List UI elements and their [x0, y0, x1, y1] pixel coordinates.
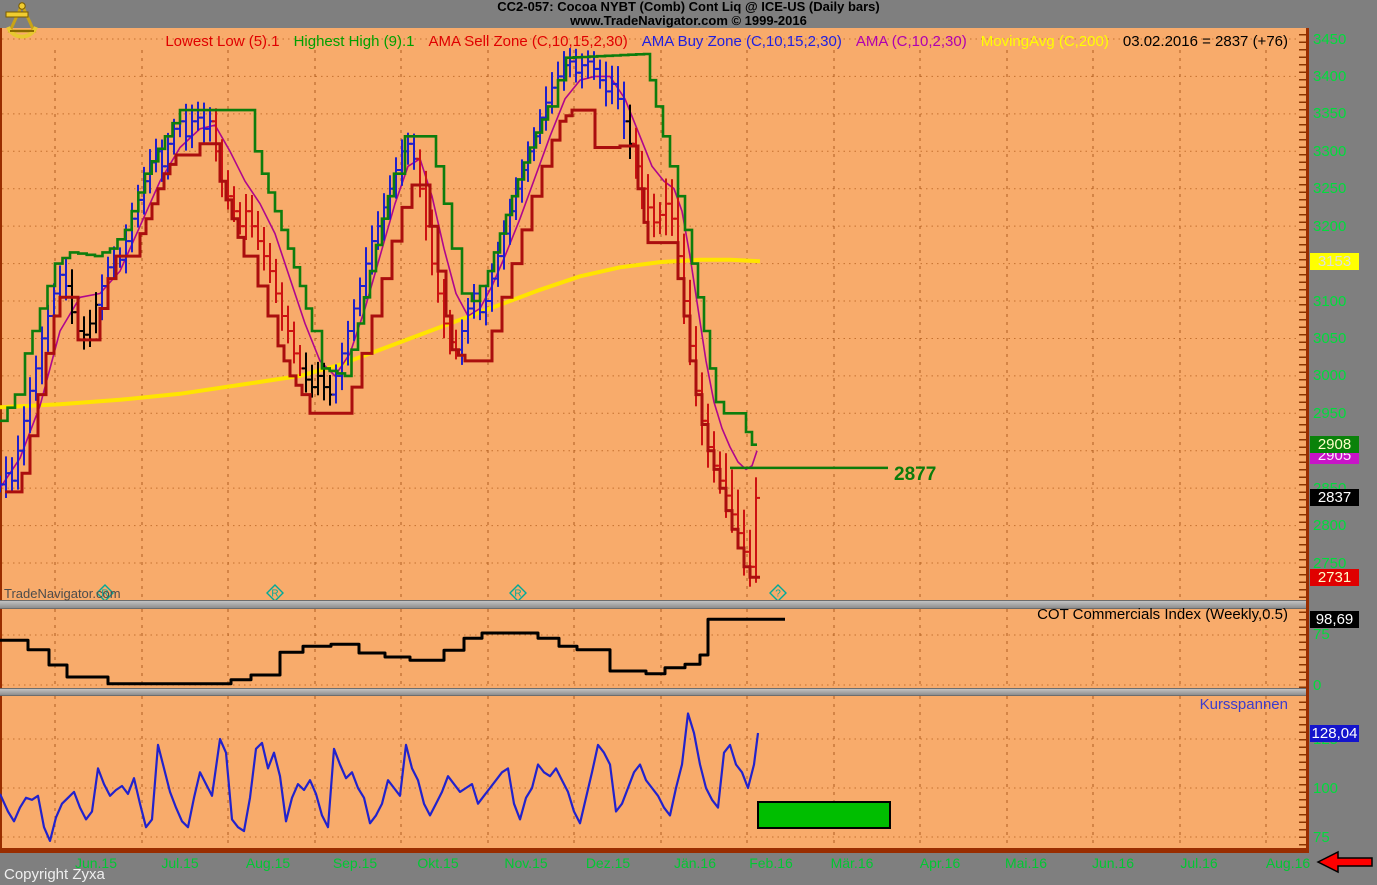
chart-marker-diamond[interactable]: R [96, 584, 114, 602]
time-axis-footer [0, 853, 1377, 885]
time-axis-label[interactable]: Jun.16 [1091, 855, 1135, 871]
price-axis-label: 3200 [1313, 217, 1347, 235]
chart-header: CC2-057: Cocoa NYBT (Comb) Cont Liq @ IC… [0, 0, 1377, 28]
panel-separator[interactable] [0, 600, 1309, 609]
chart-right-border [1306, 28, 1309, 853]
cot-panel-title: COT Commercials Index (Weekly,0.5) [1037, 606, 1288, 623]
legend-lowest-low[interactable]: Lowest Low (5).1 [165, 33, 280, 50]
price-axis-label: 2950 [1313, 404, 1347, 422]
chart-marker-diamond[interactable]: ? [769, 584, 787, 602]
panel-separator[interactable] [0, 688, 1309, 696]
svg-text:R: R [514, 589, 521, 600]
price-axis-label: 3050 [1313, 329, 1347, 347]
time-axis-label[interactable]: Jun.15 [74, 855, 118, 871]
price-axis-label: 2800 [1313, 517, 1347, 535]
moving-avg-value-box: 3153 [1310, 252, 1359, 270]
price-axis-label: 3000 [1313, 367, 1347, 385]
price-axis-label: 3300 [1313, 142, 1347, 160]
scroll-left-arrow[interactable] [1314, 850, 1376, 876]
svg-text:R: R [101, 589, 108, 600]
time-axis-label[interactable]: Nov.15 [504, 855, 548, 871]
chart-marker-diamond[interactable]: R [509, 584, 527, 602]
kurs-value-box: 128,04 [1310, 724, 1359, 742]
price-annotation-label[interactable]: 2877 [894, 464, 937, 485]
legend-ama[interactable]: AMA (C,10,2,30) [855, 33, 967, 50]
price-axis-label: 3450 [1313, 30, 1347, 48]
svg-text:?: ? [775, 589, 781, 600]
legend-moving-avg[interactable]: MovingAvg (C,200) [980, 33, 1109, 50]
price-axis-label: 3250 [1313, 180, 1347, 198]
chart-bottom-border [0, 848, 1309, 853]
chart-title: CC2-057: Cocoa NYBT (Comb) Cont Liq @ IC… [497, 0, 880, 14]
cot-axis-label: 75 [1313, 626, 1330, 644]
time-axis-label[interactable]: Aug.16 [1265, 855, 1311, 871]
price-axis-label: 3400 [1313, 67, 1347, 85]
svg-text:R: R [271, 589, 278, 600]
kurs-axis-label: 100 [1313, 779, 1339, 797]
time-axis-label[interactable]: Okt.15 [417, 855, 459, 871]
time-axis-label[interactable]: Jul.16 [1180, 855, 1218, 871]
time-axis-label[interactable]: Mär.16 [830, 855, 874, 871]
time-axis-label[interactable]: Aug.15 [245, 855, 291, 871]
legend-ama-buy-zone[interactable]: AMA Buy Zone (C,10,15,2,30) [641, 33, 842, 50]
legend-ama-sell-zone[interactable]: AMA Sell Zone (C,10,15,2,30) [428, 33, 628, 50]
time-axis-label[interactable]: Mai.16 [1004, 855, 1048, 871]
time-axis-label[interactable]: Apr.16 [919, 855, 961, 871]
time-axis-label[interactable]: Dez.15 [585, 855, 631, 871]
chart-plot-svg[interactable]: R R R? [0, 28, 1309, 854]
legend-date-readout: 03.02.2016 = 2837 (+76) [1122, 33, 1288, 50]
highest-high-value-box: 2908 [1310, 436, 1359, 454]
price-axis-label: 3100 [1313, 292, 1347, 310]
price-axis-label: 2750 [1313, 554, 1347, 572]
time-axis-label[interactable]: Jän.16 [673, 855, 717, 871]
lowest-low-value-box: 2731 [1310, 568, 1359, 586]
cot-axis-label: 0 [1313, 676, 1322, 694]
price-axis-label: 3350 [1313, 105, 1347, 123]
legend-highest-high[interactable]: Highest High (9).1 [293, 33, 415, 50]
watermark-text: TradeNavigator.com [4, 586, 121, 601]
chart-marker-diamond[interactable]: R [266, 584, 284, 602]
kurs-panel-title: Kursspannen [1199, 696, 1288, 713]
last-price-box: 2837 [1310, 489, 1359, 507]
copyright-text: Copyright Zyxa [4, 866, 105, 883]
cot-value-box: 98,69 [1310, 610, 1359, 628]
time-axis-label[interactable]: Sep.15 [332, 855, 378, 871]
highlight-rectangle[interactable] [757, 801, 891, 829]
sextant-logo-icon[interactable] [1, 0, 43, 42]
time-axis-label[interactable]: Feb.16 [749, 855, 793, 871]
kurs-axis-label: 75 [1313, 828, 1330, 846]
time-axis-label[interactable]: Jul.15 [161, 855, 199, 871]
chart-subtitle: www.TradeNavigator.com © 1999-2016 [570, 13, 807, 28]
price-axis-tick-strip [1299, 28, 1307, 848]
indicator-legend: Lowest Low (5).1 Highest High (9).1 AMA … [165, 33, 1288, 50]
